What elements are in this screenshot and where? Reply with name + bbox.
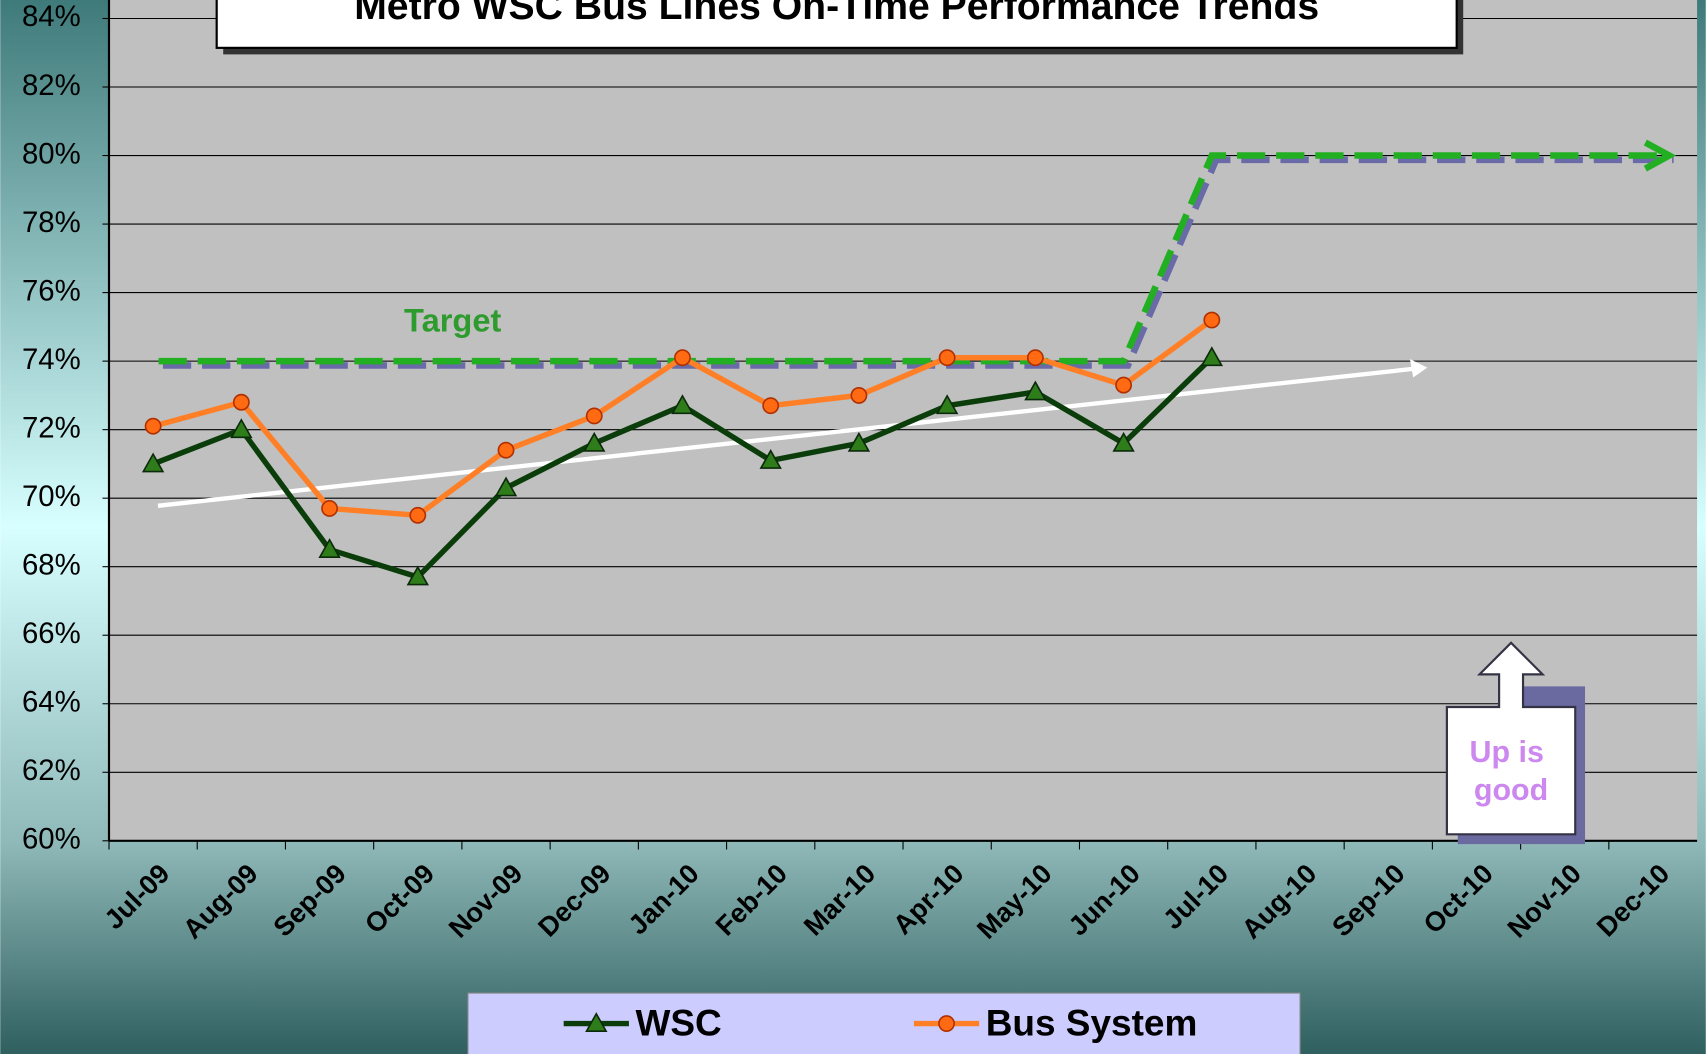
y-tick-label: 80% bbox=[22, 137, 81, 170]
callout-text: Up is good bbox=[1470, 735, 1549, 807]
legend-marker bbox=[585, 1012, 608, 1032]
data-point bbox=[1024, 380, 1047, 401]
trend-line bbox=[157, 366, 1415, 508]
y-tick-label: 62% bbox=[22, 754, 81, 787]
data-point bbox=[1026, 349, 1044, 367]
y-tick-label: 84% bbox=[22, 0, 81, 33]
y-tick-label: 60% bbox=[22, 823, 81, 856]
legend-label: Bus System bbox=[986, 1002, 1198, 1043]
data-point bbox=[406, 565, 429, 586]
legend-label: WSC bbox=[635, 1002, 721, 1043]
data-point bbox=[674, 349, 691, 367]
y-tick-label: 66% bbox=[22, 617, 81, 650]
data-point bbox=[671, 394, 694, 415]
data-point bbox=[850, 386, 868, 404]
y-tick-label: 70% bbox=[22, 480, 81, 513]
callout bbox=[1445, 641, 1577, 836]
target-shadow bbox=[162, 156, 1674, 369]
y-tick-label: 82% bbox=[22, 69, 81, 102]
target-label: Target bbox=[404, 302, 501, 339]
data-point bbox=[141, 452, 165, 473]
y-tick-label: 64% bbox=[22, 686, 81, 719]
data-point bbox=[759, 449, 782, 469]
y-tick-label: 76% bbox=[22, 274, 81, 307]
data-point bbox=[409, 506, 427, 524]
data-point bbox=[144, 417, 162, 435]
target-arrow bbox=[1643, 139, 1677, 172]
legend-marker bbox=[938, 1015, 955, 1032]
y-tick-label: 74% bbox=[22, 343, 81, 376]
data-point bbox=[935, 394, 959, 415]
chart-title: Metro WSC Bus Lines On-Time Performance … bbox=[354, 0, 1319, 28]
data-point bbox=[318, 538, 341, 558]
data-point bbox=[230, 418, 253, 439]
trend-arrow bbox=[1409, 358, 1428, 378]
y-tick-label: 78% bbox=[22, 206, 81, 239]
data-point bbox=[497, 441, 515, 459]
data-point bbox=[585, 407, 603, 425]
target-line bbox=[158, 152, 1670, 365]
data-point bbox=[1112, 431, 1135, 452]
y-tick-label: 72% bbox=[22, 411, 81, 444]
plot-area bbox=[109, 0, 1698, 841]
title-box bbox=[215, 0, 1458, 49]
data-point bbox=[1200, 346, 1224, 367]
data-point bbox=[232, 393, 250, 411]
data-point bbox=[583, 431, 606, 452]
data-point bbox=[1115, 376, 1133, 394]
data-point bbox=[847, 431, 871, 452]
y-tick-label: 68% bbox=[22, 548, 81, 581]
data-point bbox=[762, 397, 780, 415]
data-point bbox=[938, 349, 956, 367]
data-point bbox=[1203, 311, 1221, 329]
data-point bbox=[321, 500, 338, 517]
data-point bbox=[494, 476, 518, 497]
